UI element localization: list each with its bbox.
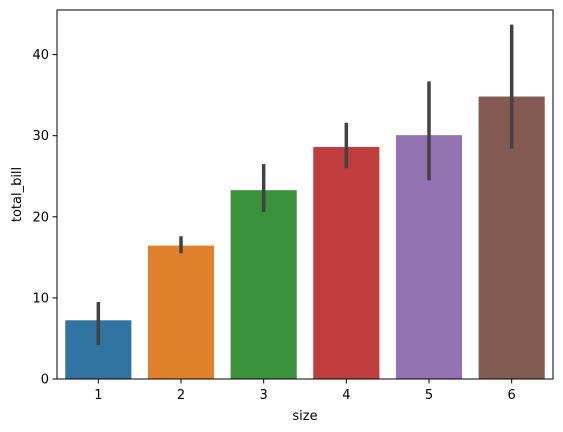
bars-layer bbox=[65, 96, 545, 379]
bar-size-3 bbox=[230, 190, 297, 379]
x-axis-label: size bbox=[292, 409, 317, 424]
y-tick-label-10: 10 bbox=[32, 291, 49, 306]
y-tick-label-30: 30 bbox=[32, 129, 49, 144]
x-tick-label-5: 5 bbox=[425, 388, 433, 403]
x-tick-label-2: 2 bbox=[177, 388, 185, 403]
y-axis-label: total_bill bbox=[10, 167, 25, 222]
bar-size-2 bbox=[147, 245, 215, 379]
x-tick-label-6: 6 bbox=[508, 388, 516, 403]
plot-area bbox=[57, 10, 553, 379]
y-axis: 0 10 20 30 40 bbox=[32, 48, 57, 388]
y-tick-label-20: 20 bbox=[32, 210, 49, 225]
bar-size-4 bbox=[313, 146, 380, 379]
x-tick-label-4: 4 bbox=[342, 388, 350, 403]
plot-frame bbox=[56, 9, 554, 380]
y-tick-label-40: 40 bbox=[32, 48, 49, 63]
x-tick-label-3: 3 bbox=[260, 388, 268, 403]
x-axis: 1 2 3 4 5 6 bbox=[94, 379, 516, 403]
error-bars-layer bbox=[96, 24, 514, 345]
x-tick-label-1: 1 bbox=[94, 388, 102, 403]
y-tick-label-0: 0 bbox=[41, 373, 49, 388]
